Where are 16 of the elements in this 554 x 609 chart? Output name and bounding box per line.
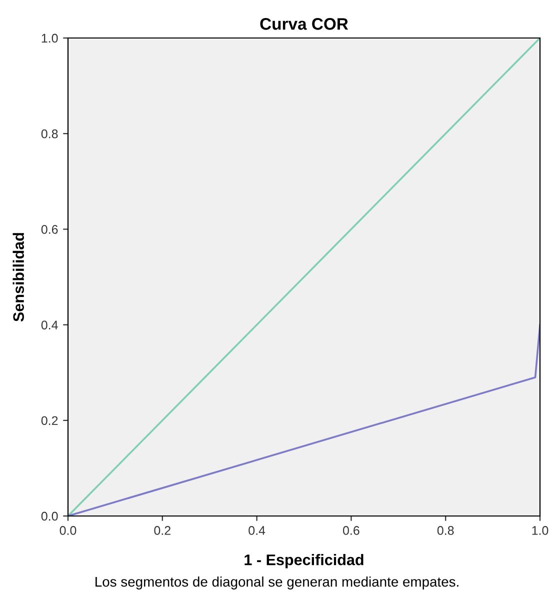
- y-tick-label: 0.4: [41, 320, 58, 330]
- chart-title: Curva COR: [260, 18, 348, 30]
- y-tick-label: 0.2: [41, 416, 58, 426]
- y-tick-label: 0.6: [41, 225, 58, 234]
- y-axis-title: Sensibilidad: [12, 233, 24, 322]
- x-tick-label: 0.2: [154, 526, 170, 535]
- x-tick-label: 0.4: [248, 526, 266, 535]
- y-tick-label: 0.0: [41, 512, 58, 521]
- y-tick-label: 1.0: [42, 34, 58, 43]
- x-tick-label: 0.6: [343, 526, 360, 535]
- y-tick-label: 0.8: [41, 129, 58, 138]
- x-tick-label: 0.8: [437, 526, 454, 535]
- x-tick-label: 0.0: [60, 526, 76, 535]
- x-axis-title: 1 - Especificidad: [244, 554, 364, 568]
- text: Los segmentos de diagonal se generan mediante empates.: [96, 576, 458, 590]
- x-tick-label: 1.0: [532, 526, 548, 535]
